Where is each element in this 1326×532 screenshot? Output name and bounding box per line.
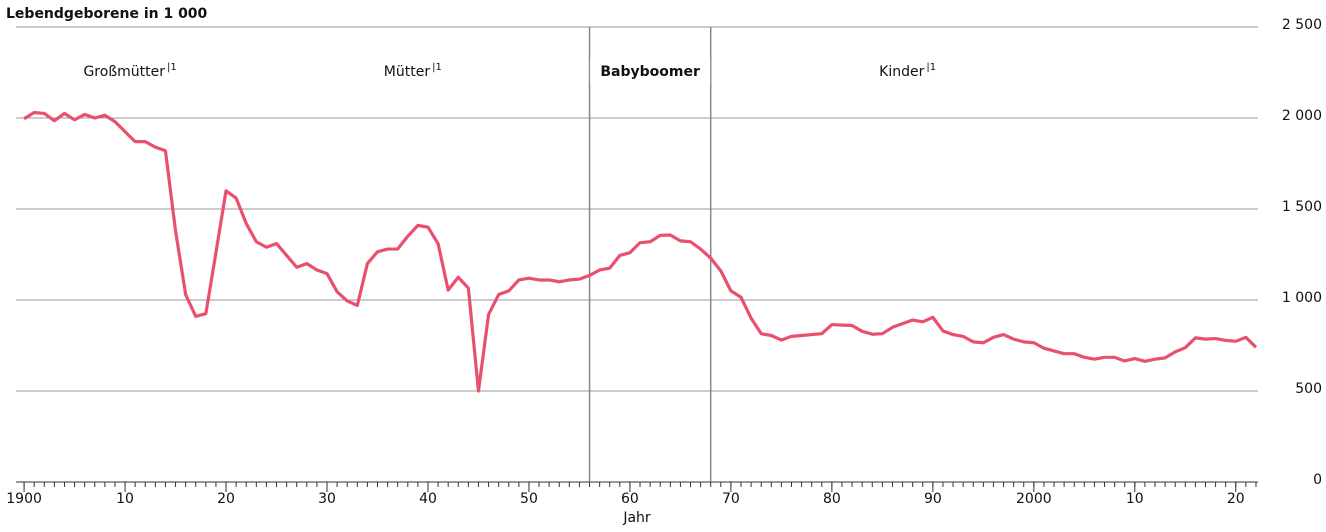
x-tick-label: 20 bbox=[1227, 491, 1245, 507]
x-tick-label: 70 bbox=[722, 491, 740, 507]
region-label: Mütter |1 bbox=[384, 62, 442, 80]
footnote: |1 bbox=[432, 62, 442, 73]
x-tick-label: 40 bbox=[419, 491, 437, 507]
label-bg bbox=[590, 58, 711, 84]
region-label: Großmütter |1 bbox=[83, 62, 176, 80]
y-tick-label: 2 500 bbox=[1282, 17, 1322, 33]
y-tick-label: 1 000 bbox=[1282, 290, 1322, 306]
x-tick-label: 50 bbox=[520, 491, 538, 507]
region-name: Großmütter bbox=[83, 64, 165, 80]
x-tick-label: 60 bbox=[621, 491, 639, 507]
data-line bbox=[23, 110, 1258, 393]
x-tick-label: 20 bbox=[217, 491, 235, 507]
region-name: Mütter bbox=[384, 64, 431, 80]
x-tick-label: 30 bbox=[318, 491, 336, 507]
y-tick-label: 2 000 bbox=[1282, 108, 1322, 124]
x-tick-label: 80 bbox=[823, 491, 841, 507]
x-tick-label: 10 bbox=[116, 491, 134, 507]
region-label: Kinder |1 bbox=[879, 62, 936, 80]
x-tick-label: 2000 bbox=[1016, 491, 1052, 507]
y-tick-label: 0 bbox=[1313, 472, 1322, 488]
x-tick-label: 90 bbox=[924, 491, 942, 507]
footnote: |1 bbox=[926, 62, 936, 73]
region-name: Babyboomer bbox=[600, 64, 700, 80]
y-axis-label: Lebendgeborene in 1 000 bbox=[6, 6, 208, 22]
footnote: |1 bbox=[167, 62, 177, 73]
region-name: Kinder bbox=[879, 64, 924, 80]
y-tick-label: 1 500 bbox=[1282, 199, 1322, 215]
x-tick-label: 1900 bbox=[6, 491, 42, 507]
y-tick-label: 500 bbox=[1295, 381, 1322, 397]
x-tick-label: 10 bbox=[1126, 491, 1144, 507]
x-axis-label: Jahr bbox=[622, 510, 651, 526]
region-label: Babyboomer bbox=[600, 64, 700, 80]
